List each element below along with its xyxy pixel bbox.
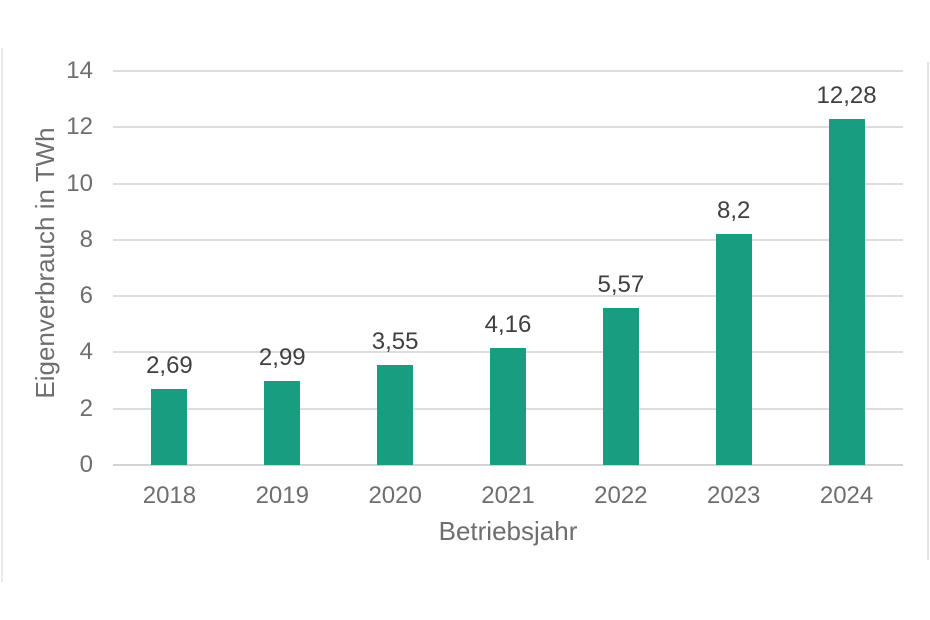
y-tick-label: 10 [66, 169, 93, 197]
bar-value-label: 2,99 [258, 343, 306, 371]
x-tick-label: 2022 [594, 482, 648, 509]
y-tick-label: 12 [66, 113, 93, 141]
bar-value-label: 12,28 [816, 82, 877, 110]
bar-value-label: 4,16 [484, 310, 532, 338]
x-axis-title: Betriebsjahr [438, 516, 578, 546]
bar [264, 380, 301, 465]
y-tick-label: 14 [66, 57, 93, 84]
x-tick-label: 2020 [368, 482, 422, 509]
bar [377, 365, 414, 465]
bar [151, 389, 188, 465]
page-edge-line-left [1, 48, 3, 582]
gridline [113, 126, 903, 129]
y-tick-label: 2 [79, 394, 93, 422]
y-tick-label: 0 [79, 451, 93, 478]
page-edge-line-right [927, 62, 929, 560]
y-tick-label: 4 [79, 338, 93, 366]
bar [602, 308, 639, 465]
x-axis-baseline [113, 464, 903, 466]
bar [490, 347, 526, 465]
x-tick-label: 2021 [481, 482, 535, 509]
y-tick-label: 6 [79, 282, 93, 310]
x-tick-label: 2024 [819, 482, 874, 509]
gridline [113, 295, 903, 298]
y-axis-title: Eigenverbrauch in TWh [30, 127, 60, 399]
y-tick-label: 8 [79, 225, 93, 253]
bar [715, 234, 752, 465]
gridline [113, 238, 903, 241]
bar-value-label: 2,69 [146, 352, 193, 380]
x-tick-label: 2018 [142, 482, 197, 509]
bar-value-label: 5,57 [597, 271, 645, 299]
x-tick-label: 2019 [255, 482, 309, 509]
x-tick-label: 2023 [707, 482, 761, 509]
bar-value-label: 8,2 [717, 197, 751, 225]
gridline [113, 182, 903, 185]
bar-value-label: 3,55 [371, 328, 419, 356]
gridline [113, 70, 903, 72]
bar [828, 119, 865, 465]
